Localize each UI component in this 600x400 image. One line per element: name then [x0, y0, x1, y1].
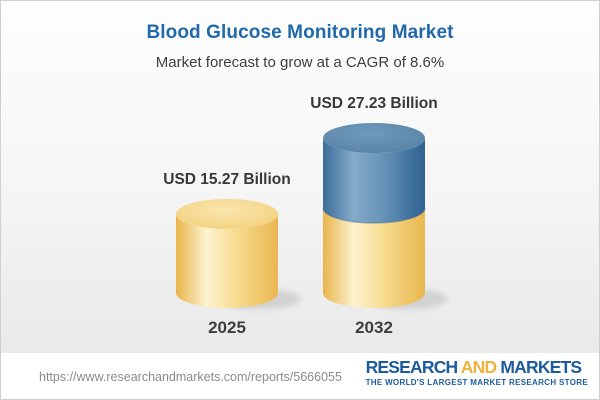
logo-word-and: AND	[460, 357, 497, 377]
axis-label-2032: 2032	[355, 318, 393, 337]
axis-label-2025: 2025	[208, 318, 246, 337]
logo-wordmark: RESEARCH AND MARKETS	[365, 357, 583, 377]
bar-2025-cylinder	[176, 199, 278, 308]
value-label-2025: USD 15.27 Billion	[163, 171, 291, 188]
chart-subtitle: Market forecast to grow at a CAGR of 8.6…	[155, 54, 445, 71]
logo-word-research: RESEARCH	[365, 357, 459, 377]
value-label-2032: USD 27.23 Billion	[310, 95, 438, 112]
chart-area: Blood Glucose Monitoring Market Market f…	[1, 1, 599, 353]
logo-word-markets: MARKETS	[500, 357, 582, 377]
bar-2032-cylinder	[322, 123, 426, 308]
footer: https://www.researchandmarkets.com/repor…	[1, 353, 599, 399]
research-and-markets-logo: RESEARCH AND MARKETS THE WORLD'S LARGEST…	[366, 357, 588, 387]
chart-title: Blood Glucose Monitoring Market	[146, 22, 454, 43]
report-url: https://www.researchandmarkets.com/repor…	[39, 370, 342, 384]
logo-tagline: THE WORLD'S LARGEST MARKET RESEARCH STOR…	[365, 378, 588, 387]
bar-2032-base-segment	[323, 208, 425, 308]
cylinder-bars-graphic	[176, 123, 448, 309]
bar-2032-growth-segment	[323, 138, 425, 223]
